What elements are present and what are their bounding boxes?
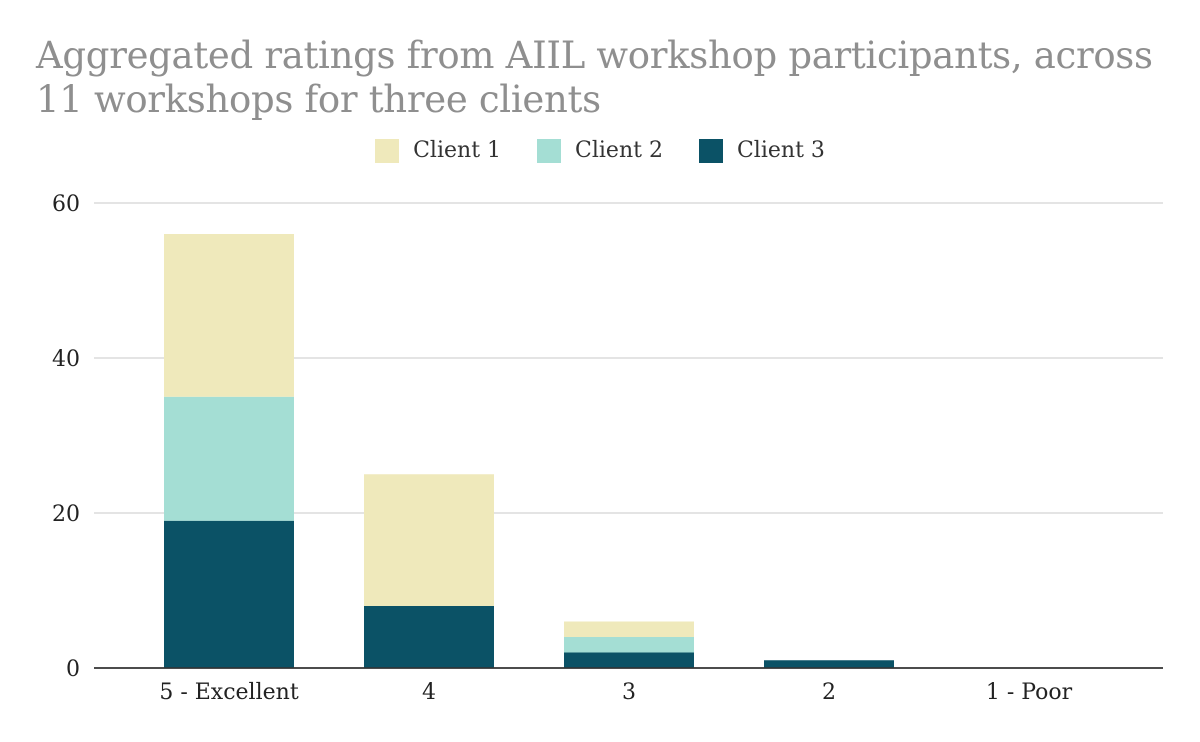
y-tick-label: 20 — [52, 502, 80, 527]
y-tick-label: 0 — [66, 657, 80, 682]
x-tick-label: 1 - Poor — [986, 680, 1073, 705]
legend-swatch — [698, 138, 723, 163]
legend-item-client-3: Client 3 — [698, 138, 825, 163]
bar-segment-client-1 — [564, 621, 694, 637]
x-tick-label: 5 - Excellent — [159, 680, 298, 705]
x-tick-label: 2 — [822, 680, 836, 705]
bar-segment-client-3 — [564, 652, 694, 668]
bar-segment-client-3 — [164, 520, 294, 668]
y-tick-label: 40 — [52, 347, 80, 372]
bar-segment-client-1 — [164, 234, 294, 397]
x-tick-label: 3 — [622, 680, 636, 705]
bar-segment-client-3 — [764, 660, 894, 668]
legend-swatch — [537, 138, 562, 163]
legend-label: Client 2 — [575, 138, 663, 163]
bar-segment-client-2 — [564, 637, 694, 653]
legend-label: Client 1 — [413, 138, 502, 163]
bar-segment-client-1 — [364, 474, 494, 606]
x-tick-label: 4 — [422, 680, 436, 705]
legend-item-client-1: Client 1 — [375, 138, 501, 163]
y-tick-label: 60 — [52, 192, 80, 217]
bar-segment-client-3 — [364, 606, 494, 668]
bar-segment-client-2 — [164, 396, 294, 521]
legend-item-client-2: Client 2 — [537, 138, 663, 163]
chart-title: Aggregated ratings from AIIL workshop pa… — [36, 34, 1153, 121]
legend: Client 1 Client 2 Client 3 — [0, 138, 1200, 163]
legend-swatch — [375, 138, 400, 163]
legend-label: Client 3 — [736, 138, 825, 163]
